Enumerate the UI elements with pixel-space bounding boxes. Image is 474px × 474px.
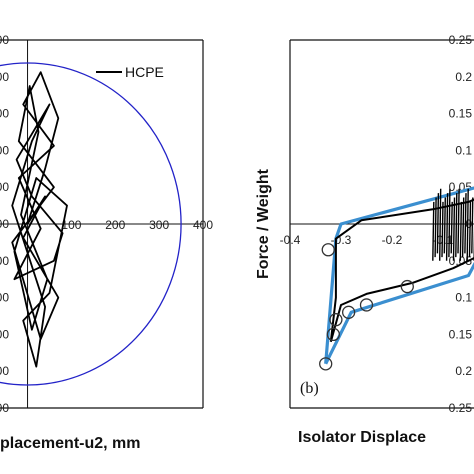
panel-label: (b): [300, 380, 319, 397]
y-tick-label: 0.2: [455, 364, 472, 378]
legend-label: HCPE: [125, 64, 164, 80]
y-tick-label: 0.15: [449, 107, 473, 121]
series-band-segment: [461, 197, 465, 258]
series-line-experimental: [329, 198, 474, 343]
series-band-segment: [441, 201, 444, 258]
y-tick-label: 00: [0, 327, 9, 341]
data-marker: [359, 298, 374, 312]
series-band-segment: [439, 188, 442, 261]
series-band-segment: [452, 197, 456, 261]
panel-b: -0.4 -0.3 -0.2 -0.10.250.20.150.10.0500.050…: [255, 33, 474, 446]
y-tick-label: 00: [0, 254, 9, 268]
y-tick-label: 0.1: [455, 291, 472, 305]
series-band-segment: [459, 201, 463, 261]
x-tick-label: 300: [149, 218, 169, 232]
series-band-segment: [464, 193, 467, 254]
y-tick-label: 00: [0, 180, 9, 194]
series-band-segment: [434, 197, 437, 258]
y-tick-label: 0.25: [449, 401, 473, 415]
y-tick-label: 00: [0, 217, 9, 231]
x-tick-label: 400: [193, 218, 213, 232]
data-marker: [400, 279, 414, 294]
y-tick-label: 0.2: [455, 70, 472, 84]
series-band-segment: [445, 193, 449, 261]
series-band-segment: [432, 201, 435, 261]
y-tick-label: 00: [0, 70, 9, 84]
data-marker: [341, 305, 356, 319]
series-band-segment: [450, 201, 453, 254]
series-line-hcpe: [11, 71, 68, 368]
series-band-segment: [436, 193, 440, 254]
series-band-segment: [466, 188, 469, 261]
series-line-bilinear: [324, 186, 474, 365]
series-band-segment: [455, 193, 458, 258]
y-tick-label: 0.1: [455, 143, 472, 157]
y-tick-label: 00: [0, 401, 9, 415]
y-tick-label: 00: [0, 107, 9, 121]
x-tick-label: 200: [105, 218, 125, 232]
series-band-segment: [448, 188, 451, 258]
y-tick-label: 0.15: [449, 327, 473, 341]
x-axis-title: placement-u2, mm: [0, 435, 140, 452]
data-marker: [319, 357, 333, 371]
series-band-segment: [471, 197, 474, 254]
data-marker: [321, 243, 335, 257]
panel-a: 100 200 300 400 00 00 00 00 00 00 00 00 00 00 00 HCPE pl…: [0, 33, 213, 452]
y-tick-label: 00: [0, 33, 9, 47]
series-band-segment: [468, 201, 472, 258]
x-tick-label: 100: [61, 218, 81, 232]
x-tick-label: -0.2: [382, 233, 403, 247]
x-axis-title: Isolator Displace: [298, 429, 426, 446]
y-tick-label: 00: [0, 364, 9, 378]
series-band-segment: [443, 197, 446, 254]
data-marker: [326, 327, 341, 342]
y-tick-label: 00: [0, 143, 9, 157]
y-axis-title: Force / Weight: [255, 168, 272, 279]
data-marker: [329, 313, 343, 327]
y-tick-label: 00: [0, 291, 9, 305]
series-band-segment: [457, 188, 460, 254]
y-tick-label: 0.25: [449, 33, 473, 47]
x-tick-label: -0.4: [280, 233, 301, 247]
y-tick-label: 0: [465, 217, 472, 231]
orbit-circle: [0, 62, 182, 386]
